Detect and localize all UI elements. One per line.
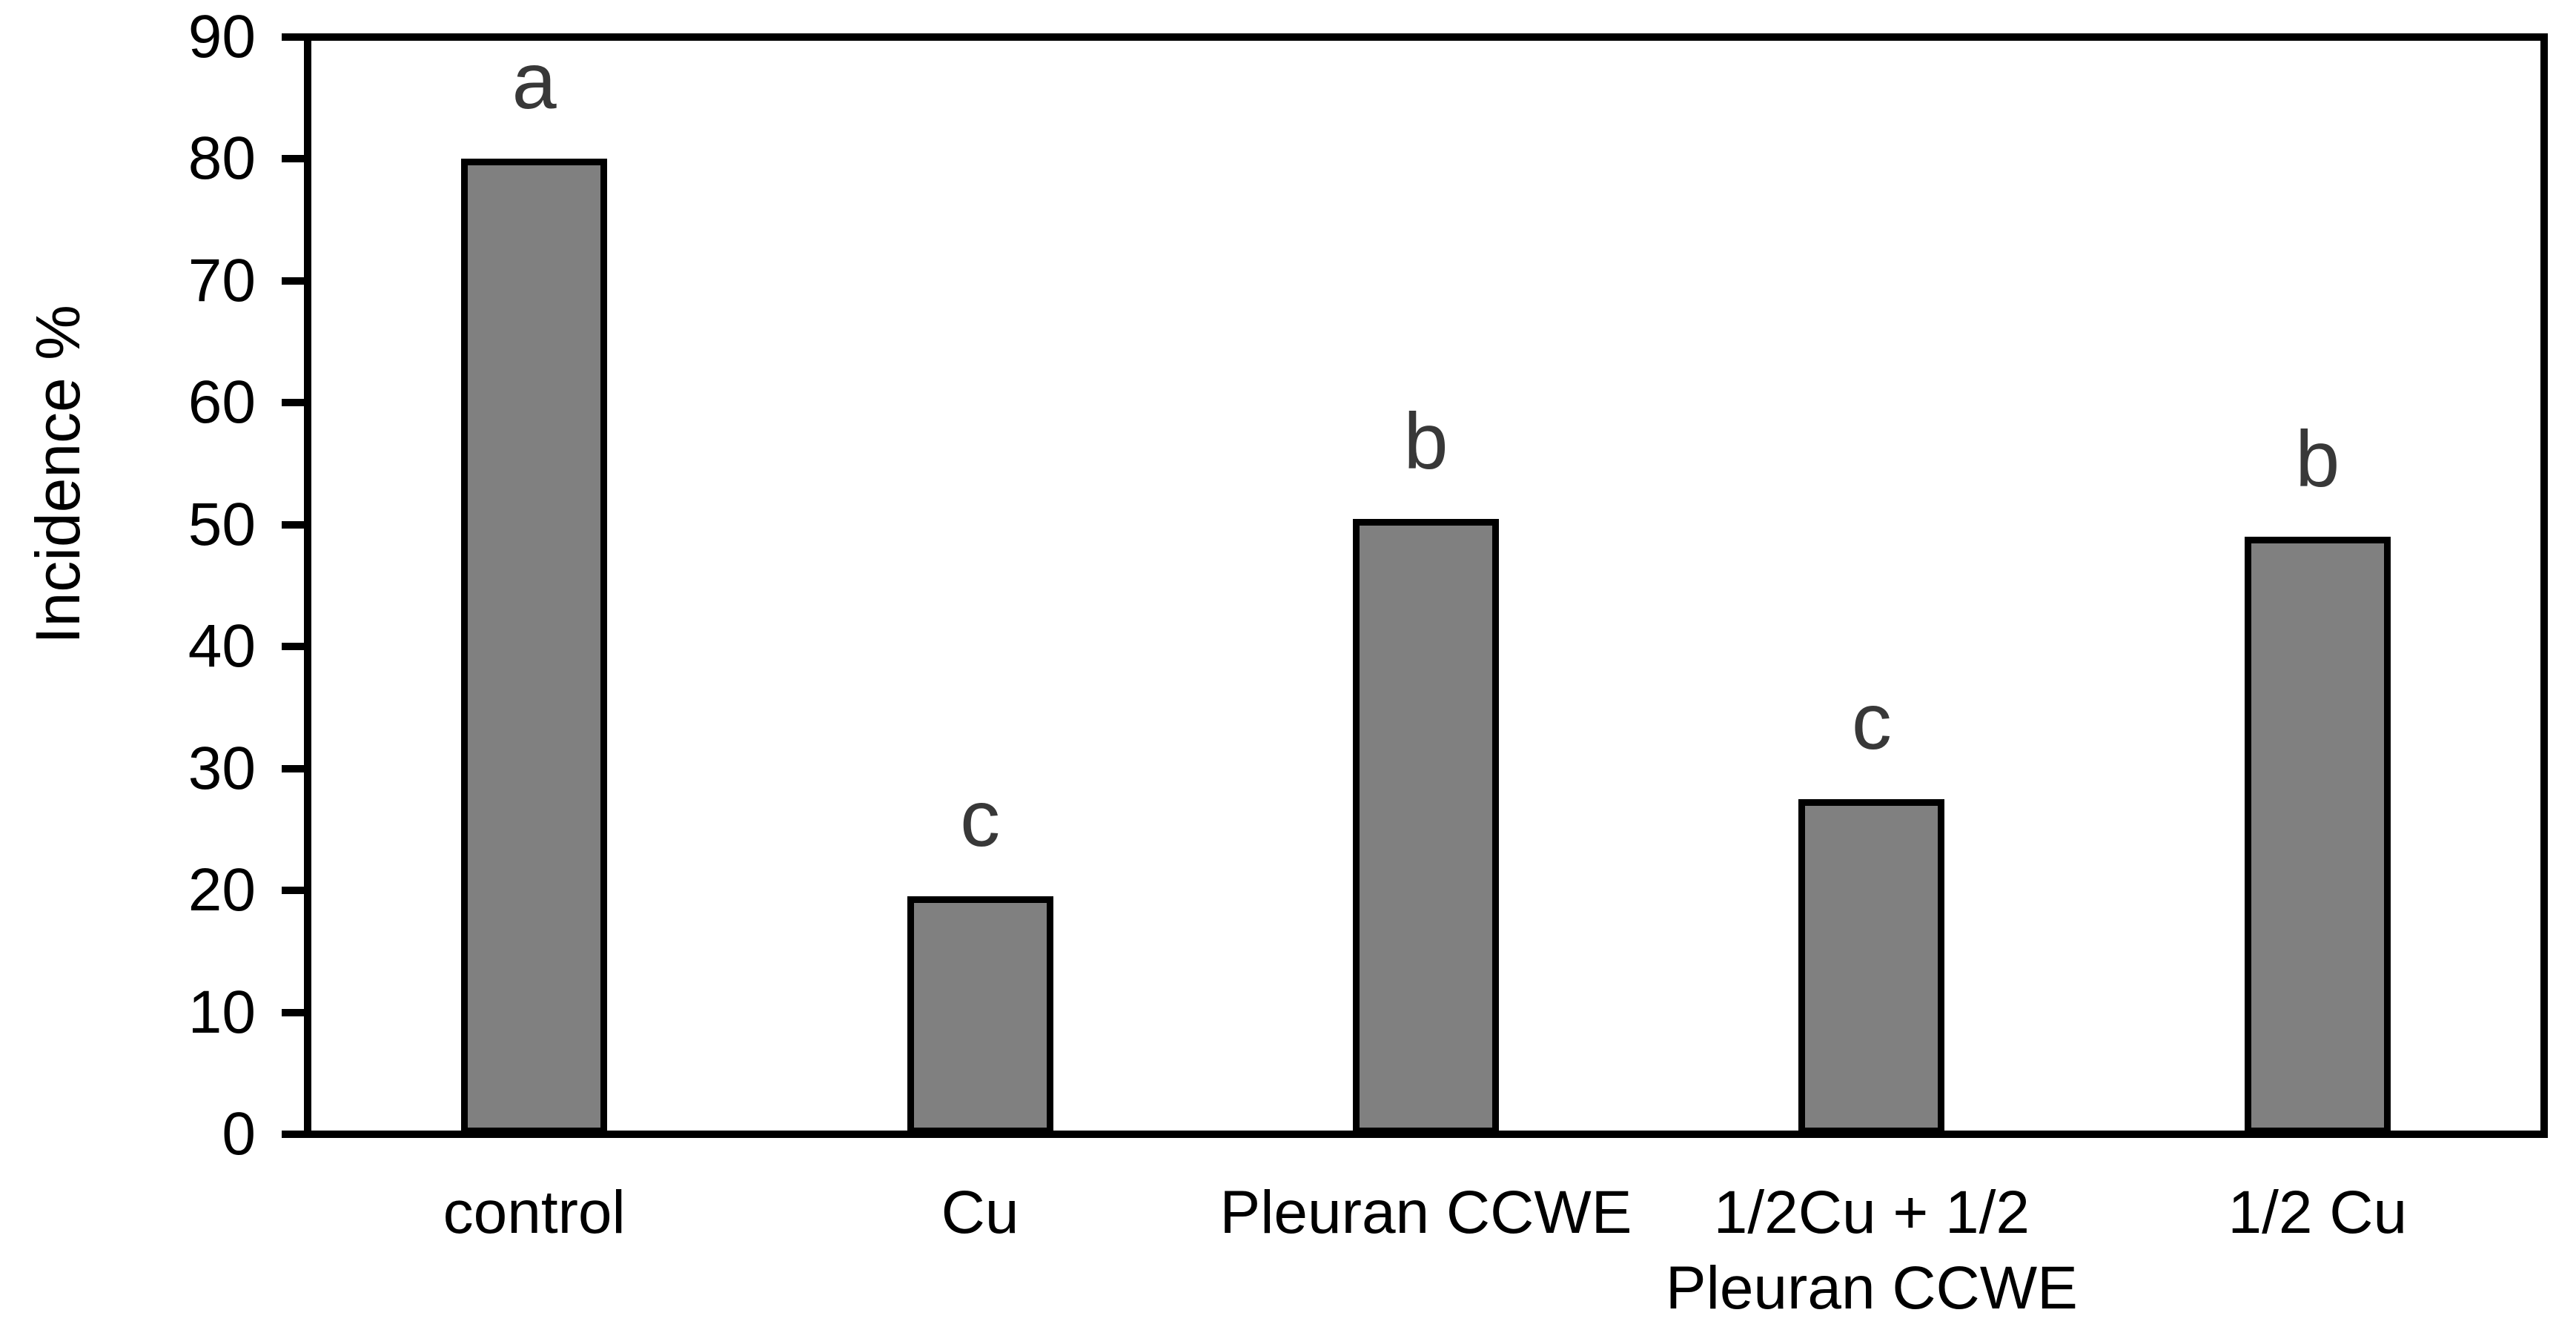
y-tick-mark xyxy=(282,520,304,529)
bar xyxy=(2244,537,2391,1134)
x-tick-label: 1/2 Cu xyxy=(2228,1179,2408,1246)
y-tick-mark xyxy=(282,764,304,772)
bar-letter: b xyxy=(1403,395,1448,486)
y-tick-label: 10 xyxy=(188,978,256,1046)
bar xyxy=(907,896,1053,1134)
y-tick-mark xyxy=(282,399,304,407)
x-tick-label: Pleuran CCWE xyxy=(1219,1179,1632,1246)
y-tick-mark xyxy=(282,33,304,41)
bar xyxy=(1798,798,1945,1134)
y-tick-label: 60 xyxy=(188,368,256,437)
bar-letter: c xyxy=(1851,675,1892,766)
y-tick-mark xyxy=(282,887,304,895)
y-tick-label: 70 xyxy=(188,246,256,314)
x-tick-label: control xyxy=(443,1179,626,1246)
y-tick-mark xyxy=(282,277,304,285)
y-tick-mark xyxy=(282,155,304,163)
y-tick-mark xyxy=(282,1008,304,1016)
y-tick-mark xyxy=(282,1131,304,1138)
y-axis-title-text: Incidence % xyxy=(23,305,93,644)
bar-letter: b xyxy=(2295,414,2340,504)
bar-letter: a xyxy=(511,36,557,126)
y-tick-label: 20 xyxy=(188,856,256,924)
y-tick-label: 80 xyxy=(188,125,256,193)
y-tick-label: 40 xyxy=(188,612,256,681)
plot-area xyxy=(304,33,2548,1138)
bar-letter: c xyxy=(960,773,1001,864)
y-tick-label: 50 xyxy=(188,490,256,558)
y-tick-label: 0 xyxy=(222,1100,256,1168)
bar xyxy=(461,159,608,1134)
y-tick-label: 90 xyxy=(188,3,256,70)
x-tick-label: Cu xyxy=(941,1179,1019,1246)
bar xyxy=(1353,518,1499,1134)
x-tick-label: 1/2Cu + 1/2 Pleuran CCWE xyxy=(1665,1179,2078,1322)
y-tick-mark xyxy=(282,643,304,651)
y-tick-label: 30 xyxy=(188,734,256,802)
